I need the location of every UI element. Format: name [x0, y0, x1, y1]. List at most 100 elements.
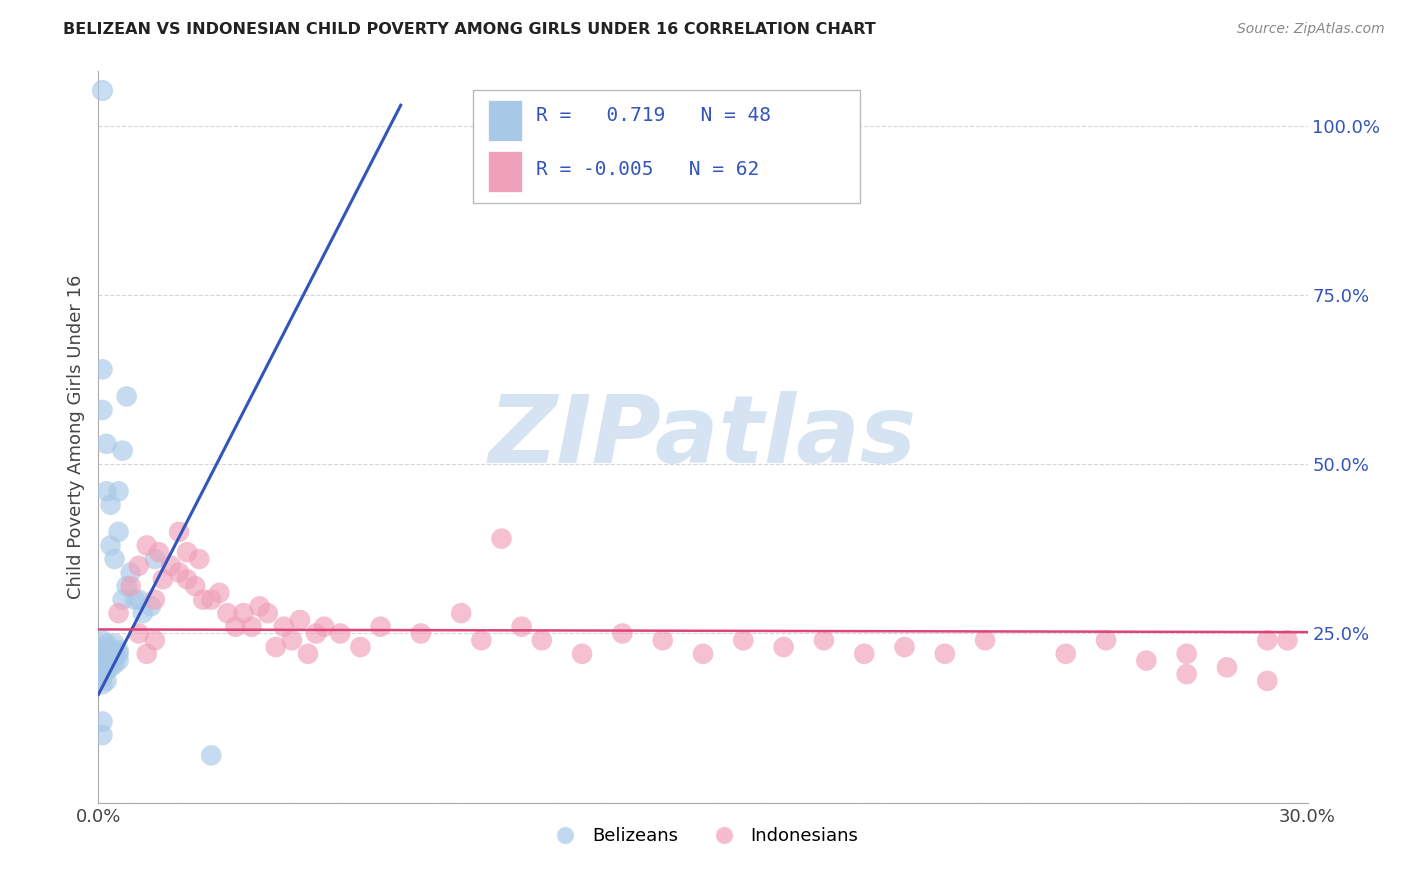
- Point: [152, 572, 174, 586]
- Point: [853, 647, 876, 661]
- Text: BELIZEAN VS INDONESIAN CHILD POVERTY AMONG GIRLS UNDER 16 CORRELATION CHART: BELIZEAN VS INDONESIAN CHILD POVERTY AMO…: [63, 22, 876, 37]
- Point: [107, 484, 129, 499]
- Point: [100, 647, 122, 661]
- Point: [100, 650, 122, 665]
- Point: [1277, 633, 1299, 648]
- Bar: [488, 152, 522, 192]
- Y-axis label: Child Poverty Among Girls Under 16: Child Poverty Among Girls Under 16: [66, 275, 84, 599]
- Point: [571, 647, 593, 661]
- Point: [139, 599, 162, 614]
- Point: [692, 647, 714, 661]
- Point: [1135, 654, 1157, 668]
- Point: [530, 633, 553, 648]
- Point: [128, 626, 150, 640]
- Point: [264, 640, 287, 654]
- Point: [96, 650, 118, 665]
- Text: R =   0.719   N = 48: R = 0.719 N = 48: [536, 106, 770, 125]
- Point: [96, 437, 118, 451]
- Point: [135, 647, 157, 661]
- Point: [91, 362, 114, 376]
- Point: [1256, 673, 1278, 688]
- Point: [96, 657, 118, 671]
- Point: [120, 579, 142, 593]
- FancyBboxPatch shape: [474, 90, 860, 203]
- Point: [1216, 660, 1239, 674]
- Point: [103, 643, 125, 657]
- Point: [96, 637, 118, 651]
- Point: [115, 579, 138, 593]
- Point: [91, 640, 114, 654]
- Point: [103, 637, 125, 651]
- Point: [143, 592, 166, 607]
- Point: [96, 484, 118, 499]
- Point: [772, 640, 794, 654]
- Point: [1054, 647, 1077, 661]
- Point: [200, 748, 222, 763]
- Point: [107, 606, 129, 620]
- Point: [167, 566, 190, 580]
- Point: [314, 620, 336, 634]
- Legend: Belizeans, Indonesians: Belizeans, Indonesians: [540, 820, 866, 852]
- Point: [184, 579, 207, 593]
- Point: [91, 647, 114, 661]
- Point: [974, 633, 997, 648]
- Point: [612, 626, 634, 640]
- Point: [370, 620, 392, 634]
- Point: [240, 620, 263, 634]
- Point: [148, 545, 170, 559]
- Point: [91, 650, 114, 665]
- Point: [103, 552, 125, 566]
- Point: [491, 532, 513, 546]
- Point: [91, 403, 114, 417]
- Point: [128, 592, 150, 607]
- Point: [103, 650, 125, 665]
- Point: [100, 654, 122, 668]
- Point: [510, 620, 533, 634]
- Point: [256, 606, 278, 620]
- Point: [232, 606, 254, 620]
- Point: [1175, 667, 1198, 681]
- Point: [107, 647, 129, 661]
- Point: [1095, 633, 1118, 648]
- Point: [91, 654, 114, 668]
- Point: [100, 498, 122, 512]
- Point: [160, 558, 183, 573]
- Point: [934, 647, 956, 661]
- Point: [208, 586, 231, 600]
- Point: [96, 647, 118, 661]
- Point: [893, 640, 915, 654]
- Point: [176, 572, 198, 586]
- Point: [96, 643, 118, 657]
- Point: [103, 657, 125, 671]
- Point: [470, 633, 492, 648]
- Point: [733, 633, 755, 648]
- Point: [91, 677, 114, 691]
- Point: [91, 633, 114, 648]
- Point: [167, 524, 190, 539]
- Point: [193, 592, 215, 607]
- Point: [813, 633, 835, 648]
- Point: [305, 626, 328, 640]
- Bar: [488, 101, 522, 141]
- Point: [297, 647, 319, 661]
- Point: [200, 592, 222, 607]
- Point: [96, 673, 118, 688]
- Point: [107, 654, 129, 668]
- Point: [176, 545, 198, 559]
- Point: [450, 606, 472, 620]
- Point: [217, 606, 239, 620]
- Point: [288, 613, 311, 627]
- Text: ZIPatlas: ZIPatlas: [489, 391, 917, 483]
- Point: [1256, 633, 1278, 648]
- Point: [135, 538, 157, 552]
- Point: [100, 538, 122, 552]
- Point: [120, 566, 142, 580]
- Point: [91, 728, 114, 742]
- Point: [100, 660, 122, 674]
- Point: [651, 633, 673, 648]
- Text: Source: ZipAtlas.com: Source: ZipAtlas.com: [1237, 22, 1385, 37]
- Point: [96, 664, 118, 678]
- Point: [111, 443, 134, 458]
- Point: [188, 552, 211, 566]
- Point: [249, 599, 271, 614]
